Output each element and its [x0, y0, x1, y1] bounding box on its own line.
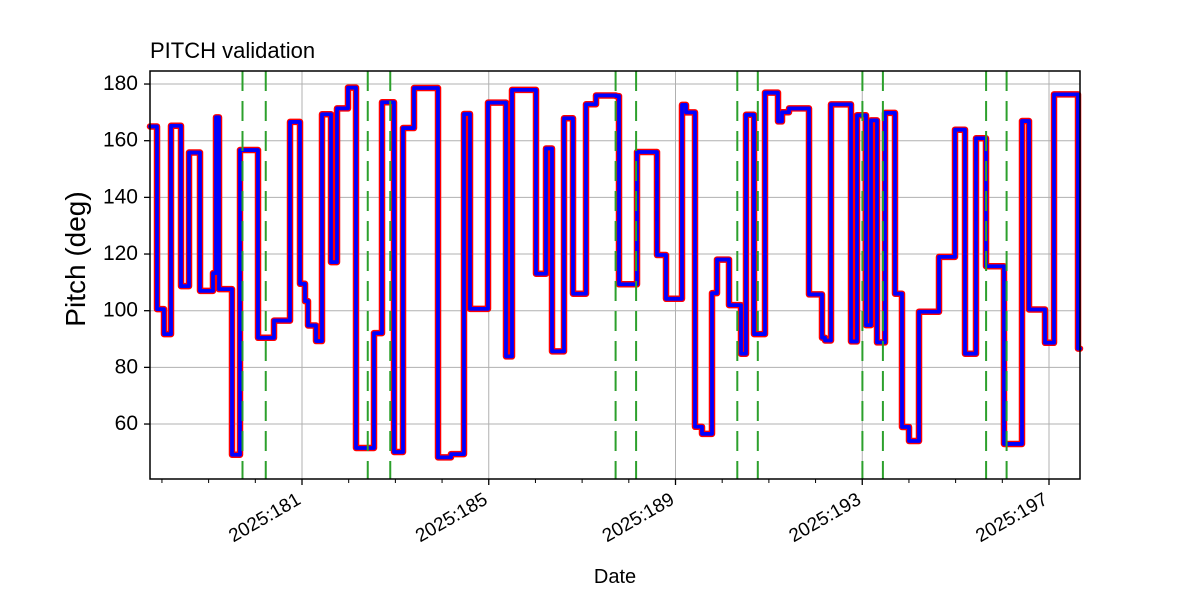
svg-text:120: 120 — [103, 242, 138, 265]
svg-text:160: 160 — [103, 129, 138, 152]
svg-text:180: 180 — [103, 72, 138, 95]
svg-text:Pitch (deg): Pitch (deg) — [60, 191, 91, 326]
svg-text:2025:197: 2025:197 — [972, 489, 1051, 547]
svg-text:140: 140 — [103, 185, 138, 208]
svg-text:2025:181: 2025:181 — [225, 489, 304, 547]
svg-text:Date: Date — [594, 566, 636, 588]
svg-text:PITCH validation: PITCH validation — [150, 38, 315, 63]
svg-text:2025:193: 2025:193 — [786, 489, 865, 547]
svg-text:2025:189: 2025:189 — [599, 489, 678, 547]
svg-text:80: 80 — [115, 355, 138, 378]
svg-text:2025:185: 2025:185 — [412, 489, 491, 547]
svg-text:60: 60 — [115, 412, 138, 435]
svg-text:100: 100 — [103, 299, 138, 322]
